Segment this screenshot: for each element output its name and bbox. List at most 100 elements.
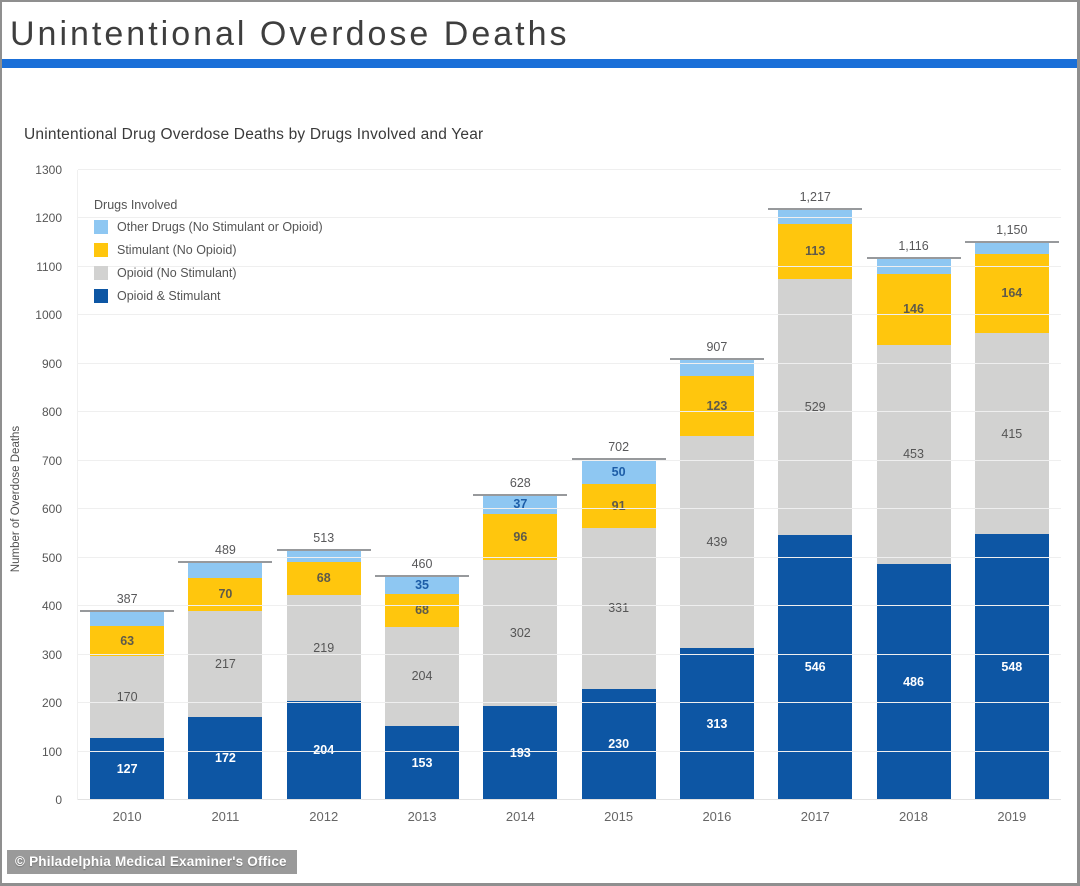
bar-segment: 217 — [188, 611, 263, 717]
grid-line — [78, 702, 1061, 704]
page-header: Unintentional Overdose Deaths — [2, 2, 1077, 57]
bar-total-label: 628 — [509, 475, 531, 490]
x-axis-label: 2019 — [997, 809, 1027, 824]
bar-segment: 439 — [679, 435, 754, 649]
bar-segment: 123 — [679, 375, 754, 436]
bar-total-label: 907 — [706, 340, 728, 355]
y-tick-label: 1100 — [36, 259, 62, 274]
legend-title: Drugs Involved — [94, 198, 178, 212]
y-tick-label: 200 — [41, 696, 62, 711]
bar-segment: 313 — [679, 648, 754, 800]
bar-segment-label: 170 — [116, 690, 138, 705]
bar-segment: 529 — [778, 279, 853, 536]
bar-segment: 486 — [876, 564, 951, 800]
plot-area: Drugs Involved Other Drugs (No Stimulant… — [77, 169, 1061, 824]
bar-segment-label: 63 — [120, 633, 135, 648]
bar-stack: 123 439 313 — [679, 360, 754, 800]
bar-segment-label: 546 — [804, 660, 826, 675]
bar-total-capline — [866, 257, 961, 260]
bar-segment: 91 — [581, 484, 656, 529]
x-axis-label: 2016 — [702, 809, 732, 824]
bar-stack: 68 219 204 — [286, 551, 361, 800]
chart-card: Unintentional Drug Overdose Deaths by Dr… — [2, 68, 1077, 874]
grid-line — [78, 605, 1061, 607]
bar-total-label: 702 — [608, 439, 630, 454]
bar-segment-label: 453 — [903, 447, 924, 462]
bar-segment-label: 529 — [804, 399, 826, 414]
bar-segment: 548 — [974, 534, 1049, 800]
bar-segment-label: 331 — [608, 601, 630, 616]
y-tick-label: 800 — [41, 405, 62, 420]
y-tick-label: 700 — [41, 453, 62, 468]
bar-segment-label: 70 — [218, 587, 233, 602]
bar-segment-label: 146 — [903, 302, 924, 317]
bar-segment: 170 — [90, 656, 165, 739]
x-axis-label: 2013 — [407, 809, 437, 824]
legend-swatch — [94, 266, 108, 280]
x-axis-label: 2011 — [211, 809, 240, 824]
bar-total-capline — [571, 457, 666, 460]
bar-group: 146 453 486 1,116 2018 — [866, 170, 961, 824]
bar-segment: 172 — [188, 716, 263, 800]
bar-segment-label: 127 — [116, 761, 138, 776]
bar-group: 35 68 204 153 460 2013 — [375, 170, 470, 824]
bar-segment-label: 217 — [215, 656, 236, 671]
y-tick-label: 500 — [41, 550, 62, 565]
grid-line — [78, 265, 1061, 267]
footer-credit: © Philadelphia Medical Examiner's Office — [7, 850, 297, 874]
bar-segment: 219 — [286, 595, 361, 702]
bar-segment: 193 — [483, 706, 558, 800]
x-axis-label: 2015 — [604, 809, 634, 824]
y-tick-label: 300 — [41, 647, 62, 662]
bar-segment-label: 123 — [706, 398, 728, 413]
bar-total-label: 489 — [215, 543, 236, 558]
bar-segment: 331 — [581, 528, 656, 689]
bar-segment: 546 — [778, 535, 853, 800]
bar-segment-label: 68 — [415, 603, 429, 618]
bar-total-capline — [669, 358, 764, 361]
grid-line — [78, 653, 1061, 655]
bar-stack: 63 170 127 — [90, 612, 165, 800]
grid-line — [78, 556, 1061, 558]
x-axis-label: 2014 — [505, 809, 535, 824]
page-title: Unintentional Overdose Deaths — [10, 15, 570, 53]
bar-segment: 453 — [876, 344, 951, 565]
bar-segment: 68 — [385, 594, 460, 627]
x-axis-label: 2012 — [309, 809, 339, 824]
legend-label: Other Drugs (No Stimulant or Opioid) — [117, 220, 323, 234]
bar-total-label: 460 — [411, 557, 433, 572]
bar-segment-label: 50 — [611, 464, 626, 479]
bar-segment-label: 96 — [513, 529, 528, 544]
x-axis-label: 2018 — [899, 809, 928, 824]
x-axis-label: 2010 — [112, 809, 142, 824]
bar-total-capline — [768, 208, 863, 211]
bar-segment: 70 — [188, 577, 263, 612]
bar-stack: 164 415 548 — [974, 242, 1049, 800]
grid-line — [78, 799, 1061, 800]
bar-segment-label: 37 — [513, 497, 528, 512]
grid-line — [78, 750, 1061, 752]
bar-segment-label: 193 — [509, 745, 531, 760]
y-tick-label: 900 — [41, 356, 62, 371]
bar-group: 63 170 127 387 2010 — [80, 170, 175, 824]
bar-total-capline — [80, 610, 175, 613]
legend-swatch — [94, 289, 108, 303]
bar-segment — [778, 210, 853, 225]
bar-segment-label: 35 — [415, 578, 429, 593]
bar-total-capline — [375, 575, 470, 578]
bar-segment: 164 — [974, 253, 1049, 334]
bar-group: 123 439 313 907 2016 — [669, 170, 764, 824]
bar-segment: 37 — [483, 495, 558, 514]
chart-title: Unintentional Drug Overdose Deaths by Dr… — [24, 126, 484, 143]
legend-items: Other Drugs (No Stimulant or Opioid) Stim… — [94, 220, 323, 303]
bar-segment-label: 486 — [903, 674, 924, 689]
bar-segment: 153 — [385, 725, 460, 800]
legend: Drugs Involved Other Drugs (No Stimulant… — [94, 198, 323, 312]
bar-segment: 50 — [581, 459, 656, 485]
bar-total-label: 1,150 — [996, 222, 1028, 237]
bar-total-label: 1,116 — [898, 239, 929, 254]
bar-total-label: 1,217 — [799, 190, 831, 205]
grid-line — [78, 459, 1061, 461]
bar-segment-label: 91 — [611, 498, 626, 513]
